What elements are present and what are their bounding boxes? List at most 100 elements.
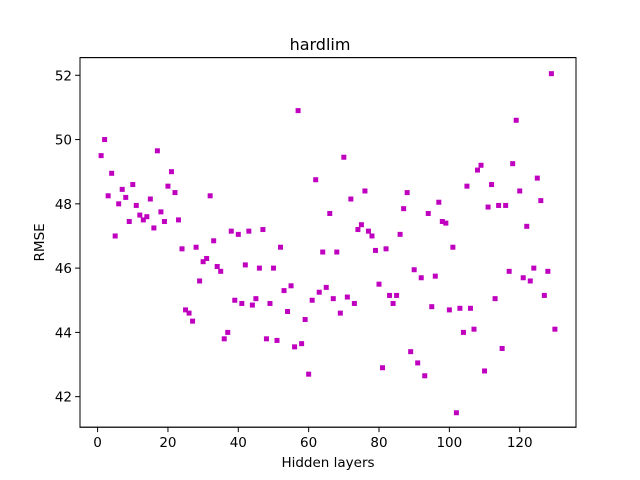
data-point (499, 345, 505, 351)
data-point (102, 137, 108, 143)
data-point (358, 222, 364, 228)
data-point (496, 202, 502, 208)
data-point (545, 268, 551, 274)
data-point (475, 167, 480, 173)
data-point (390, 300, 396, 306)
data-point (197, 278, 203, 284)
data-point (123, 194, 129, 200)
data-point (387, 292, 393, 298)
data-point (524, 223, 530, 229)
data-point (323, 284, 329, 290)
data-point (397, 231, 403, 237)
data-point (450, 244, 456, 250)
data-point (327, 210, 333, 216)
data-point (489, 182, 495, 188)
data-point (116, 201, 122, 207)
data-point (302, 317, 308, 323)
data-point (288, 283, 294, 289)
data-point (225, 329, 231, 335)
y-tick-label: 42 (55, 390, 72, 406)
y-axis-label: RMSE (32, 223, 48, 261)
data-point (193, 244, 199, 250)
data-point (140, 217, 146, 223)
data-point (485, 204, 491, 210)
plot-area (79, 57, 577, 428)
data-point (538, 198, 544, 204)
chart-title: hardlim (290, 35, 351, 54)
data-point (147, 196, 153, 202)
data-point (211, 238, 217, 244)
data-point (457, 305, 463, 311)
data-point (249, 302, 255, 308)
data-point (548, 71, 554, 77)
data-point (165, 183, 171, 189)
data-point (337, 310, 343, 316)
data-point (531, 265, 537, 271)
data-point (176, 217, 181, 223)
x-tick-label: 80 (370, 435, 387, 451)
data-point (292, 344, 298, 350)
data-point (190, 318, 196, 324)
x-tick-label: 120 (507, 435, 533, 451)
data-point (467, 305, 473, 311)
data-point (309, 297, 315, 303)
data-point (492, 296, 498, 302)
data-point (218, 268, 224, 274)
data-point (183, 307, 189, 313)
data-point (281, 288, 287, 294)
data-point (503, 202, 509, 208)
data-point (351, 300, 357, 306)
data-point (130, 182, 136, 188)
y-tick-label: 52 (55, 68, 72, 84)
data-point (534, 175, 540, 181)
data-point (362, 188, 368, 194)
data-point (334, 249, 340, 255)
data-point (320, 249, 326, 255)
data-point (408, 349, 414, 355)
x-tick-label: 100 (436, 435, 462, 451)
data-point (429, 304, 435, 310)
data-point (418, 275, 424, 281)
data-point (133, 202, 139, 208)
data-point (425, 210, 431, 216)
data-point (383, 246, 389, 252)
data-point (464, 183, 470, 189)
data-point (126, 219, 132, 225)
x-axis-ticks: 0 20 40 60 80 100 120 (93, 427, 533, 451)
data-points (98, 71, 558, 416)
data-point (228, 228, 234, 234)
data-point (179, 246, 185, 252)
data-point (506, 268, 512, 274)
data-point (316, 289, 322, 295)
data-point (161, 219, 167, 225)
data-point (348, 196, 354, 202)
data-point (200, 259, 206, 265)
data-point (436, 199, 442, 205)
data-point (453, 410, 459, 416)
data-point (232, 297, 238, 303)
data-point (478, 162, 484, 168)
data-point (186, 310, 192, 316)
y-tick-label: 50 (55, 133, 72, 149)
data-point (432, 273, 438, 279)
data-point (235, 231, 241, 237)
data-point (154, 148, 160, 154)
data-point (112, 233, 118, 239)
data-point (313, 177, 319, 183)
data-point (263, 336, 269, 342)
y-axis-ticks: 42 44 46 48 50 52 (55, 68, 80, 406)
data-point (415, 360, 421, 366)
data-point (460, 329, 466, 335)
data-point (285, 309, 291, 314)
data-point (306, 371, 312, 377)
data-point (446, 307, 452, 313)
data-point (172, 190, 178, 196)
data-point (411, 267, 417, 273)
data-point (344, 294, 350, 300)
data-point (443, 220, 449, 226)
data-point (513, 117, 519, 123)
data-point (242, 262, 248, 268)
x-tick-label: 40 (230, 435, 247, 451)
data-point (260, 227, 266, 233)
data-point (376, 281, 382, 287)
